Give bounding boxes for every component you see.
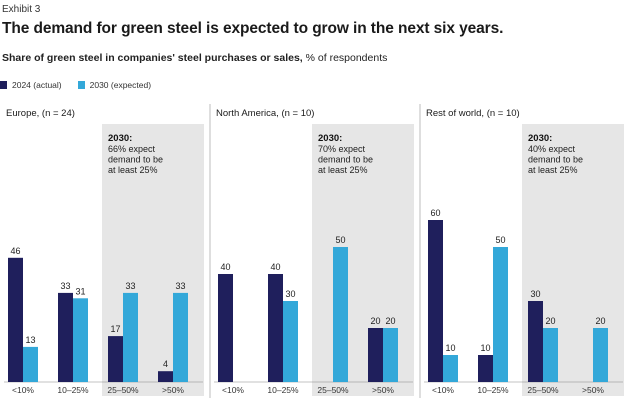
category-label-1-1: 10–25% (267, 385, 299, 395)
bar-actual-0-2 (108, 336, 123, 382)
label-expected-0-2: 33 (125, 281, 135, 291)
label-expected-2-3: 20 (595, 316, 605, 326)
annotation-line-0-0: 66% expect (108, 144, 156, 154)
label-actual-1-1: 40 (270, 262, 280, 272)
bar-expected-1-3 (383, 328, 398, 382)
bar-actual-0-1 (58, 292, 73, 382)
bar-actual-2-1 (478, 355, 493, 382)
bar-actual-2-2 (528, 301, 543, 382)
annotation-line-0-1: demand to be (108, 155, 163, 165)
label-actual-2-0: 60 (430, 208, 440, 218)
bar-actual-1-1 (268, 274, 283, 382)
bar-actual-1-3 (368, 328, 383, 382)
bar-actual-2-0 (428, 220, 443, 382)
annotation-line-2-1: demand to be (528, 155, 583, 165)
label-expected-2-2: 20 (545, 316, 555, 326)
legend-item-expected: 2030 (expected) (77, 80, 152, 90)
bar-expected-0-1 (73, 298, 88, 382)
label-actual-0-2: 17 (110, 324, 120, 334)
legend-label-actual: 2024 (actual) (12, 80, 62, 90)
label-actual-1-3: 20 (370, 316, 380, 326)
legend-item-actual: 2024 (actual) (0, 80, 62, 90)
label-actual-0-3: 4 (163, 359, 168, 369)
panel-title-0: Europe, (n = 24) (6, 108, 75, 119)
label-actual-2-1: 10 (480, 343, 490, 353)
annotation-line-1-1: demand to be (318, 155, 373, 165)
category-label-0-2: 25–50% (107, 385, 139, 395)
legend: 2024 (actual) 2030 (expected) (0, 80, 151, 90)
panel-title-2: Rest of world, (n = 10) (426, 108, 520, 119)
bar-actual-0-3 (158, 371, 173, 382)
chart-subtitle: Share of green steel in companies' steel… (2, 52, 387, 64)
label-actual-1-0: 40 (220, 262, 230, 272)
chart-title: The demand for green steel is expected t… (2, 20, 504, 37)
bar-expected-0-0 (23, 346, 38, 382)
category-label-2-2: 25–50% (527, 385, 559, 395)
category-label-1-0: <10% (222, 385, 244, 395)
annotation-year-0: 2030: (108, 133, 132, 144)
bar-expected-0-2 (123, 292, 138, 382)
bar-actual-0-0 (8, 257, 23, 382)
category-label-2-0: <10% (432, 385, 454, 395)
bar-expected-2-1 (493, 247, 508, 382)
annotation-line-2-0: 40% expect (528, 144, 576, 154)
bar-expected-2-3 (593, 328, 608, 382)
panel-title-1: North America, (n = 10) (216, 108, 314, 119)
annotation-line-1-0: 70% expect (318, 144, 366, 154)
label-expected-2-1: 50 (495, 235, 505, 245)
bar-actual-1-0 (218, 274, 233, 382)
annotation-year-2: 2030: (528, 133, 552, 144)
annotation-line-0-2: at least 25% (108, 165, 158, 175)
label-actual-0-1: 33 (60, 281, 70, 291)
bar-expected-2-2 (543, 328, 558, 382)
category-label-1-2: 25–50% (317, 385, 349, 395)
label-expected-0-0: 13 (25, 335, 35, 345)
exhibit-label: Exhibit 3 (2, 4, 41, 15)
annotation-line-1-2: at least 25% (318, 165, 368, 175)
label-actual-2-2: 30 (530, 289, 540, 299)
subtitle-bold: Share of green steel in companies' steel… (2, 52, 303, 64)
bar-expected-1-1 (283, 301, 298, 382)
category-label-0-1: 10–25% (57, 385, 89, 395)
label-expected-1-3: 20 (385, 316, 395, 326)
category-label-1-3: >50% (372, 385, 394, 395)
legend-swatch-expected (77, 81, 85, 89)
bar-expected-1-2 (333, 247, 348, 382)
label-expected-0-1: 31 (75, 286, 85, 296)
bar-expected-0-3 (173, 292, 188, 382)
label-expected-0-3: 33 (175, 281, 185, 291)
legend-swatch-actual (0, 81, 7, 89)
label-expected-1-2: 50 (335, 235, 345, 245)
label-actual-0-0: 46 (10, 246, 20, 256)
annotation-year-1: 2030: (318, 133, 342, 144)
category-label-2-3: >50% (582, 385, 604, 395)
annotation-line-2-2: at least 25% (528, 165, 578, 175)
subtitle-unit: % of respondents (305, 52, 388, 64)
label-expected-2-0: 10 (445, 343, 455, 353)
category-label-0-0: <10% (12, 385, 34, 395)
legend-label-expected: 2030 (expected) (89, 80, 152, 90)
bar-expected-2-0 (443, 355, 458, 382)
category-label-2-1: 10–25% (477, 385, 509, 395)
label-expected-1-1: 30 (285, 289, 295, 299)
category-label-0-3: >50% (162, 385, 184, 395)
